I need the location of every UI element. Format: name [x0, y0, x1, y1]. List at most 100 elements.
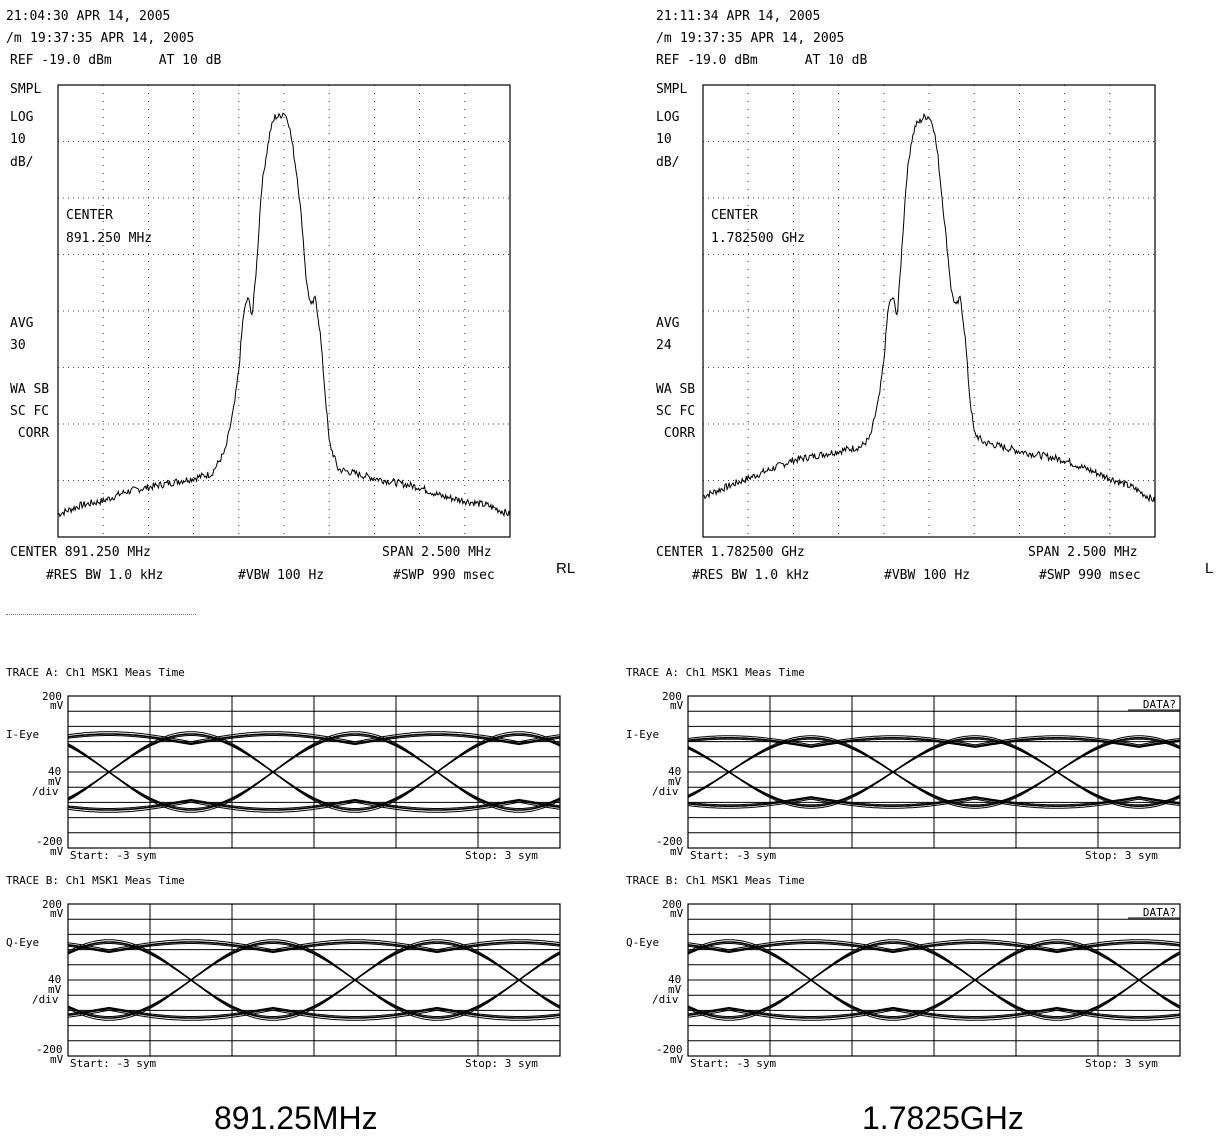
eye-trace [67, 733, 561, 811]
eye-trace [687, 796, 1181, 807]
eye-trace [67, 943, 561, 954]
eye-trace [687, 941, 1181, 1019]
trace-title: TRACE A: Ch1 MSK1 Meas Time [626, 666, 805, 679]
footer-vbw: #VBW 100 Hz [884, 568, 971, 583]
avg-value: 24 [656, 338, 672, 353]
y-top-unit: mV [670, 699, 684, 712]
trace-title: TRACE B: Ch1 MSK1 Meas Time [6, 874, 185, 887]
y-bottom-unit: mV [50, 845, 64, 858]
timestamp: 21:11:34 APR 14, 2005 [656, 9, 821, 24]
eye-trace [687, 735, 1181, 809]
y-top-value: 200 [42, 690, 62, 703]
eye-trace [67, 731, 561, 813]
eye-trace [67, 1007, 561, 1019]
eye-trace [67, 943, 561, 1017]
eye-trace [687, 737, 1181, 807]
right-label: L [1205, 560, 1214, 577]
y-div-value: 40 [48, 765, 62, 778]
footer-center: CENTER 891.250 MHz [10, 545, 151, 560]
y-div-unit: mV [48, 775, 62, 788]
corr-line1: WA SB [10, 382, 50, 397]
corr-line1: WA SB [656, 382, 696, 397]
center-label: CENTER [711, 208, 758, 223]
corr-line2: SC FC [10, 404, 50, 419]
eye-trace [687, 943, 1181, 1017]
y-div-suffix: /div [32, 785, 59, 798]
eye-trace [67, 1006, 561, 1017]
scale-value: 10 [656, 132, 672, 147]
data-flag: DATA? [1143, 906, 1176, 919]
eye-trace [687, 738, 1181, 748]
y-top-unit: mV [50, 699, 64, 712]
footer-vbw: #VBW 100 Hz [238, 568, 325, 583]
eye-label: Q-Eye [626, 936, 660, 949]
spectrum-plot-left [57, 84, 511, 538]
eye-trace [687, 1006, 1181, 1017]
caption-right: 1.7825GHz [862, 1100, 1024, 1136]
ref-level: REF -19.0 dBm AT 10 dB [10, 53, 222, 68]
eye-trace [687, 939, 1181, 951]
y-div-suffix: /div [32, 993, 59, 1006]
eye-trace [687, 737, 1181, 807]
y-div-unit: mV [48, 983, 62, 996]
eye-trace [687, 796, 1181, 806]
start-label: Start: -3 sym [70, 1057, 157, 1070]
footer-span: SPAN 2.500 MHz [382, 545, 492, 560]
start-label: Start: -3 sym [690, 1057, 777, 1070]
eye-trace [687, 943, 1181, 954]
eye-trace [687, 738, 1181, 806]
eye-trace [687, 1007, 1181, 1019]
y-div-suffix: /div [652, 993, 679, 1006]
scale-log: LOG [656, 110, 680, 125]
y-bottom-value: -200 [656, 835, 683, 848]
mode-label: SMPL [10, 82, 42, 97]
y-bottom-unit: mV [50, 1053, 64, 1066]
eye-trace [67, 941, 561, 953]
spectrum-trace [702, 112, 1156, 503]
eye-trace [67, 939, 561, 1021]
y-bottom-unit: mV [670, 1053, 684, 1066]
eye-label: I-Eye [6, 728, 40, 741]
center-freq: 891.250 MHz [66, 231, 153, 246]
eye-trace [67, 939, 561, 951]
eye-trace [67, 731, 561, 813]
scale-unit: dB/ [10, 155, 34, 170]
eye-trace [67, 731, 561, 743]
eye-label: I-Eye [626, 728, 660, 741]
eye-trace [687, 737, 1181, 748]
corr-line3: CORR [656, 426, 696, 441]
footer-rbw: #RES BW 1.0 kHz [692, 568, 810, 583]
eye-trace [67, 735, 561, 746]
y-top-value: 200 [662, 898, 682, 911]
caption-left: 891.25MHz [214, 1100, 378, 1136]
eye-trace [687, 738, 1181, 806]
start-label: Start: -3 sym [690, 849, 777, 862]
spectrum-trace [57, 112, 511, 518]
y-div-value: 40 [668, 765, 682, 778]
corr-line2: SC FC [656, 404, 696, 419]
eye-trace [67, 735, 561, 809]
y-top-value: 200 [662, 690, 682, 703]
data-flag: DATA? [1143, 698, 1176, 711]
trace-title: TRACE A: Ch1 MSK1 Meas Time [6, 666, 185, 679]
eye-trace [687, 735, 1181, 809]
center-label: CENTER [66, 208, 113, 223]
ref-timestamp: 19:37:35 APR 14, 2005 [30, 31, 195, 46]
stop-label: Stop: 3 sym [1085, 849, 1158, 862]
start-label: Start: -3 sym [70, 849, 157, 862]
eye-trace [687, 798, 1181, 809]
footer-rbw: #RES BW 1.0 kHz [46, 568, 164, 583]
scale-value: 10 [10, 132, 26, 147]
footer-swp: #SWP 990 msec [393, 568, 495, 583]
footer-swp: #SWP 990 msec [1039, 568, 1141, 583]
center-freq: 1.782500 GHz [711, 231, 805, 246]
y-bottom-value: -200 [36, 835, 63, 848]
y-div-unit: mV [668, 775, 682, 788]
y-bottom-value: -200 [36, 1043, 63, 1056]
eye-trace [687, 735, 1181, 746]
eye-plot [67, 903, 561, 1057]
eye-trace [687, 1009, 1181, 1021]
stop-label: Stop: 3 sym [465, 1057, 538, 1070]
eye-plot: DATA? [687, 903, 1181, 1057]
eye-trace [687, 941, 1181, 1019]
